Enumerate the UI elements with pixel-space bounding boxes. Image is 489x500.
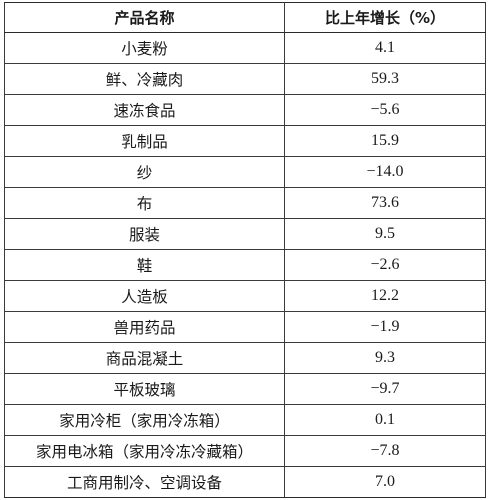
growth-value-cell: −9.7 [284, 373, 486, 405]
growth-value-cell: 59.3 [284, 63, 486, 95]
growth-value-cell: 12.2 [284, 280, 486, 312]
table-row: 家用电冰箱（家用冷冻冷藏箱） −7.8 [4, 435, 486, 467]
product-name-cell: 小麦粉 [4, 32, 285, 64]
table-row: 工商用制冷、空调设备 7.0 [4, 466, 486, 498]
product-name-cell: 鞋 [4, 249, 285, 281]
product-name-cell: 速冻食品 [4, 94, 285, 126]
table-row: 服装 9.5 [4, 218, 486, 250]
header-product-name: 产品名称 [4, 2, 285, 33]
table-row: 小麦粉 4.1 [4, 32, 486, 64]
table-row: 兽用药品 −1.9 [4, 311, 486, 343]
growth-value-cell: 0.1 [284, 404, 486, 436]
table-row: 鞋 −2.6 [4, 249, 486, 281]
growth-value-cell: −2.6 [284, 249, 486, 281]
growth-value-cell: 9.5 [284, 218, 486, 250]
product-name-cell: 纱 [4, 156, 285, 188]
product-name-cell: 商品混凝土 [4, 342, 285, 374]
table-row: 平板玻璃 −9.7 [4, 373, 486, 405]
growth-value-cell: −14.0 [284, 156, 486, 188]
table-row: 商品混凝土 9.3 [4, 342, 486, 374]
table-row: 家用冷柜（家用冷冻箱） 0.1 [4, 404, 486, 436]
product-name-cell: 工商用制冷、空调设备 [4, 466, 285, 498]
product-name-cell: 家用冷柜（家用冷冻箱） [4, 404, 285, 436]
table-row: 纱 −14.0 [4, 156, 486, 188]
table-row: 布 73.6 [4, 187, 486, 219]
growth-value-cell: 73.6 [284, 187, 486, 219]
product-growth-table: 产品名称 比上年增长（%） 小麦粉 4.1 鲜、冷藏肉 59.3 速冻食品 −5… [4, 2, 486, 498]
product-name-cell: 平板玻璃 [4, 373, 285, 405]
growth-value-cell: −5.6 [284, 94, 486, 126]
table-row: 速冻食品 −5.6 [4, 94, 486, 126]
table-row: 乳制品 15.9 [4, 125, 486, 157]
product-name-cell: 鲜、冷藏肉 [4, 63, 285, 95]
header-growth-rate: 比上年增长（%） [284, 2, 486, 33]
product-name-cell: 服装 [4, 218, 285, 250]
product-name-cell: 家用电冰箱（家用冷冻冷藏箱） [4, 435, 285, 467]
table-header-row: 产品名称 比上年增长（%） [4, 2, 486, 33]
growth-value-cell: 7.0 [284, 466, 486, 498]
growth-value-cell: 15.9 [284, 125, 486, 157]
growth-value-cell: 4.1 [284, 32, 486, 64]
growth-value-cell: −1.9 [284, 311, 486, 343]
product-name-cell: 兽用药品 [4, 311, 285, 343]
table-row: 鲜、冷藏肉 59.3 [4, 63, 486, 95]
product-name-cell: 人造板 [4, 280, 285, 312]
growth-value-cell: −7.8 [284, 435, 486, 467]
product-name-cell: 乳制品 [4, 125, 285, 157]
growth-value-cell: 9.3 [284, 342, 486, 374]
table-row: 人造板 12.2 [4, 280, 486, 312]
product-name-cell: 布 [4, 187, 285, 219]
